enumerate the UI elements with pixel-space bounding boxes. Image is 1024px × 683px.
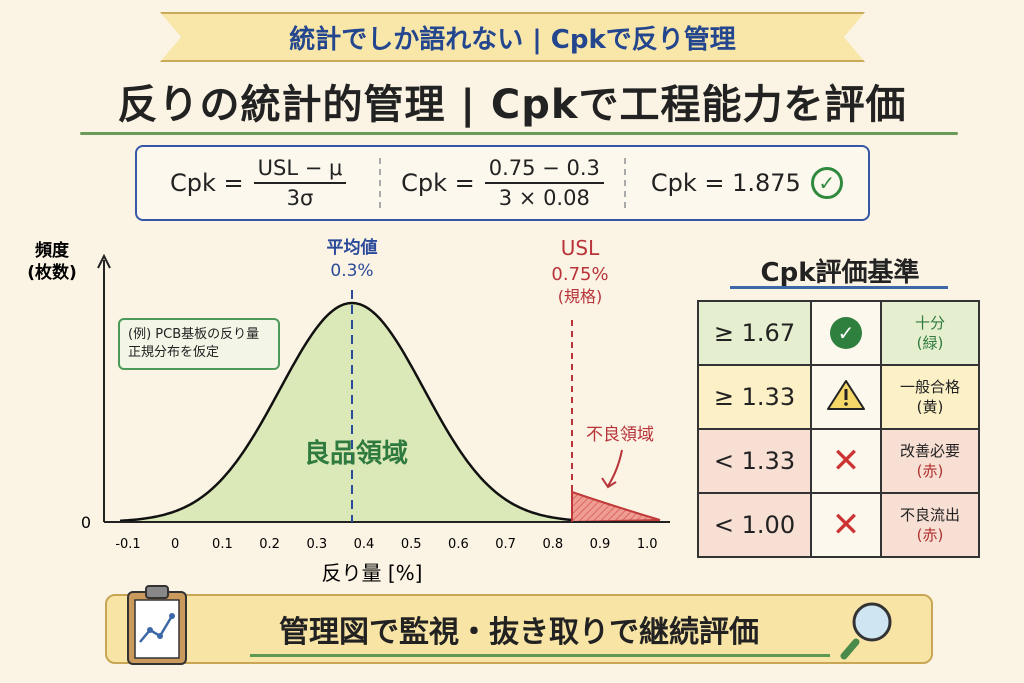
table-row: < 1.00 ✕ 不良流出 (赤) [697,492,980,558]
ribbon-text: 統計でしか語れない | Cpkで反り管理 [289,24,736,55]
divider [623,158,626,208]
table-row: ≥ 1.33 一般合格 (黄) [697,364,980,430]
bad-region-label: 不良領域 [586,425,654,445]
check-icon: ✓ [830,317,862,349]
criteria-label: 一般合格 [899,378,960,396]
x-axis-label: 反り量 [%] [322,561,423,585]
criteria-underline [730,286,948,289]
y-axis-label-sub: (枚数) [27,262,77,283]
formula-box: Cpk = USL − μ 3σ Cpk = 0.75 − 0.3 3 × 0.08… [135,145,870,221]
usl-sub-label: (規格) [558,287,603,306]
formula-general: Cpk = USL − μ 3σ [137,156,379,210]
clipboard-chart-icon [127,585,187,665]
formula-lhs: Cpk = [169,169,244,197]
x-tick-label: 0.9 [590,537,611,552]
x-icon: ✕ [831,505,861,545]
bottom-underline [250,654,830,657]
formula-substituted: Cpk = 0.75 − 0.3 3 × 0.08 [381,156,623,210]
distribution-chart: 頻度 (枚数) 0 -0.1 0 0.1 0.2 0.3 0.4 0.5 0.6 0.7 0.8 0… [27,236,670,585]
x-tick-label: -0.1 [115,537,140,552]
formula-result-text: Cpk = 1.875 [650,169,801,197]
good-region-label: 良品領域 [304,438,408,469]
note-line: 正規分布を仮定 [128,345,220,360]
formula-numerator: USL − μ [253,156,347,184]
criteria-label: 不良流出 [899,506,960,524]
criteria-label: 十分 [914,314,945,332]
criteria-sub: (赤) [916,526,944,544]
table-row: < 1.33 ✕ 改善必要 (赤) [697,428,980,494]
y-axis-label: 頻度 [34,240,70,261]
page-title: 反りの統計的管理 | Cpkで工程能力を評価 [117,82,907,128]
bad-region-arrow [601,449,623,489]
table-row: ≥ 1.67 ✓ 十分 (緑) [697,300,980,366]
formula-numerator: 0.75 − 0.3 [484,156,604,184]
warning-icon [827,380,865,410]
x-tick-label: 0.4 [354,537,375,552]
x-tick-label: 0.5 [401,537,422,552]
check-circle-icon: ✓ [810,167,843,199]
top-ribbon: 統計でしか語れない | Cpkで反り管理 [160,12,865,62]
x-tick-label: 0.2 [259,537,280,552]
mean-label: 平均値 [327,237,378,258]
criteria-sub: (黄) [916,398,944,416]
x-tick-label: 0.3 [306,537,327,552]
criteria-value: ≥ 1.33 [697,364,812,430]
x-tick-label: 0.8 [542,537,563,552]
formula-result: Cpk = 1.875 ✓ [626,167,868,199]
bottom-banner: 管理図で監視・抜き取りで継続評価 [105,594,933,664]
x-tick-label: 0.1 [212,537,233,552]
divider [379,158,382,208]
criteria-value: < 1.33 [697,428,812,494]
usl-value-label: 0.75% [551,264,608,285]
formula-lhs: Cpk = [401,169,475,197]
x-tick-label: 0.6 [448,537,469,552]
example-note: (例) PCB基板の反り量 正規分布を仮定 [118,318,280,370]
criteria-table: ≥ 1.67 ✓ 十分 (緑) ≥ 1.33 一般合格 (黄) < 1.33 ✕ 改… [697,300,980,558]
criteria-sub: (赤) [916,462,944,480]
y-zero-label: 0 [81,513,91,532]
criteria-value: < 1.00 [697,492,812,558]
magnifier-icon [840,602,892,660]
formula-denominator: 3σ [286,186,314,210]
formula-denominator: 3 × 0.08 [498,186,590,210]
normal-curve [119,301,573,523]
bottom-text: 管理図で監視・抜き取りで継続評価 [279,615,759,650]
criteria-label: 改善必要 [899,442,960,460]
x-tick-label: 1.0 [637,537,658,552]
criteria-value: ≥ 1.67 [697,300,812,366]
usl-label: USL [561,236,600,260]
x-tick-label: 0 [171,537,179,552]
title-underline [80,132,958,135]
y-axis-arrow [97,253,111,269]
x-tick-label: 0.7 [495,537,516,552]
criteria-title: Cpk評価基準 [760,258,920,288]
x-icon: ✕ [831,441,861,481]
bad-region-area [571,490,661,524]
note-line: (例) PCB基板の反り量 [128,327,260,342]
mean-value-label: 0.3% [330,261,373,281]
criteria-sub: (緑) [916,334,944,352]
